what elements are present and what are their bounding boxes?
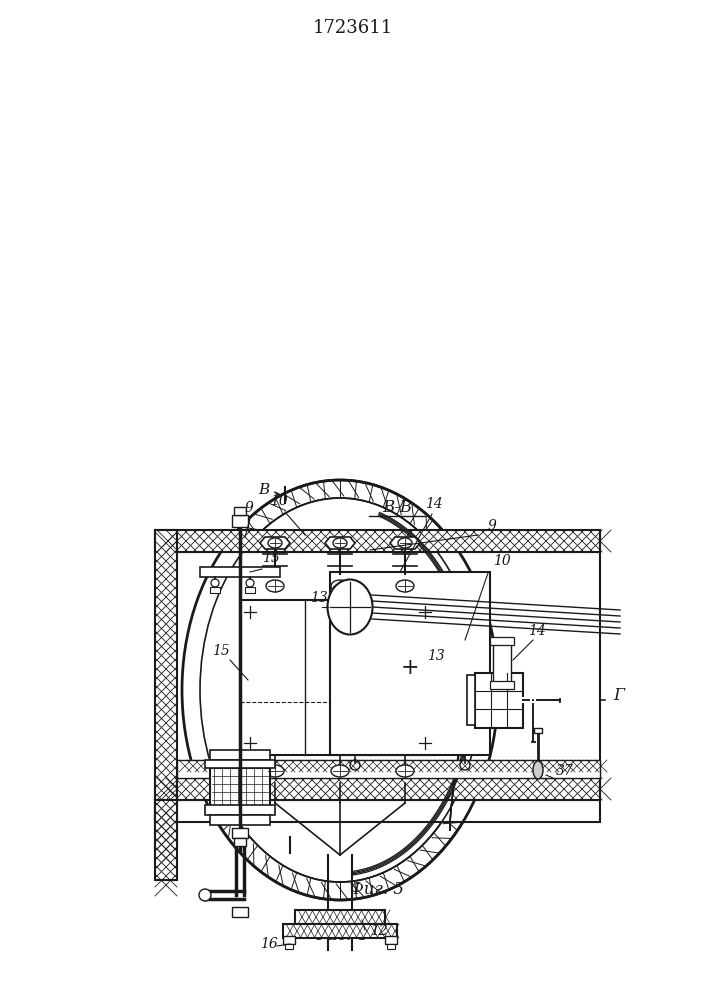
Bar — [283, 924, 397, 938]
Bar — [205, 760, 275, 768]
Bar — [493, 643, 511, 683]
Bar — [285, 944, 293, 949]
Bar — [490, 681, 514, 689]
Bar — [205, 805, 275, 815]
Bar — [234, 507, 246, 515]
Bar — [234, 838, 246, 846]
Bar — [210, 587, 220, 593]
Bar — [177, 760, 600, 778]
Polygon shape — [325, 537, 355, 549]
Text: В-В: В-В — [382, 499, 412, 516]
Bar — [210, 815, 270, 825]
Text: 10: 10 — [493, 554, 510, 568]
Text: Фиг. 5: Фиг. 5 — [350, 882, 404, 898]
Text: В: В — [258, 483, 269, 497]
Text: 9: 9 — [488, 519, 497, 533]
Text: 14: 14 — [425, 497, 443, 511]
Ellipse shape — [533, 761, 543, 779]
Text: 13: 13 — [427, 649, 445, 663]
Bar — [295, 910, 385, 924]
Bar — [467, 675, 475, 725]
Ellipse shape — [266, 580, 284, 592]
Bar — [177, 552, 600, 778]
Ellipse shape — [182, 480, 498, 900]
Text: В: В — [264, 833, 274, 847]
Text: Г: Г — [613, 686, 624, 704]
Text: 14: 14 — [528, 624, 546, 638]
Text: Фиг. 4: Фиг. 4 — [313, 926, 367, 944]
Ellipse shape — [266, 765, 284, 777]
Bar — [330, 572, 490, 755]
Ellipse shape — [331, 765, 349, 777]
Bar — [155, 530, 600, 552]
Bar — [210, 750, 270, 760]
Text: 12: 12 — [370, 924, 387, 938]
Ellipse shape — [396, 580, 414, 592]
Polygon shape — [390, 537, 420, 549]
Text: +: + — [401, 657, 419, 679]
Bar — [155, 778, 600, 800]
Text: 37: 37 — [556, 764, 574, 778]
Ellipse shape — [200, 498, 480, 882]
Bar — [232, 515, 248, 527]
Bar — [155, 800, 177, 880]
Text: 15: 15 — [212, 644, 230, 658]
Text: 16: 16 — [260, 937, 278, 951]
Bar — [240, 600, 435, 755]
Ellipse shape — [327, 580, 373, 635]
Polygon shape — [260, 537, 290, 549]
Bar — [155, 530, 177, 850]
Ellipse shape — [396, 765, 414, 777]
Ellipse shape — [331, 580, 349, 592]
Bar — [232, 828, 248, 838]
Bar — [155, 800, 600, 822]
Ellipse shape — [199, 889, 211, 901]
Bar — [534, 728, 542, 733]
Bar — [283, 936, 295, 944]
Text: 15: 15 — [262, 551, 280, 565]
Bar — [475, 673, 523, 728]
Text: 10: 10 — [270, 494, 288, 508]
Bar — [387, 944, 395, 949]
Bar — [385, 936, 397, 944]
Text: 9: 9 — [245, 501, 254, 515]
Bar — [245, 587, 255, 593]
Bar — [210, 768, 270, 810]
Bar — [232, 907, 248, 917]
Bar — [200, 567, 280, 577]
Bar — [490, 637, 514, 645]
Text: 1723611: 1723611 — [313, 19, 393, 37]
Text: 13: 13 — [310, 591, 328, 605]
